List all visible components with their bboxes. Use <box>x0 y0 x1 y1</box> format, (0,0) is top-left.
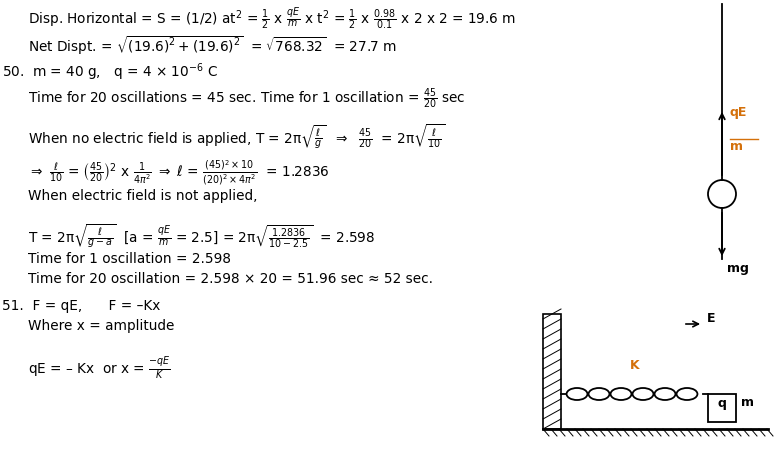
Text: qE = – Kx  or x = $\frac{-qE}{K}$: qE = – Kx or x = $\frac{-qE}{K}$ <box>28 356 170 383</box>
Bar <box>543 314 561 429</box>
Text: Time for 1 oscillation = 2.598: Time for 1 oscillation = 2.598 <box>28 252 231 266</box>
Text: Disp. Horizontal = S = (1/2) at$^2$ = $\frac{1}{2}$ x $\frac{qE}{m}$ x t$^2$ = $: Disp. Horizontal = S = (1/2) at$^2$ = $\… <box>28 6 516 32</box>
Text: Time for 20 oscillations = 45 sec. Time for 1 oscillation = $\frac{45}{20}$ sec: Time for 20 oscillations = 45 sec. Time … <box>28 87 465 111</box>
Bar <box>708 394 736 422</box>
Text: T = 2π$\sqrt{\frac{\ell}{g-a}}$  [a = $\frac{qE}{m}$ = 2.5] = 2π$\sqrt{\frac{1.2: T = 2π$\sqrt{\frac{\ell}{g-a}}$ [a = $\f… <box>28 222 375 249</box>
Text: 50.  m = 40 g,   q = 4 × 10$^{-6}$ C: 50. m = 40 g, q = 4 × 10$^{-6}$ C <box>2 61 218 82</box>
Text: When no electric field is applied, T = 2π$\sqrt{\frac{\ell}{g}}$  $\Rightarrow$ : When no electric field is applied, T = 2… <box>28 122 445 150</box>
Text: Time for 20 oscillation = 2.598 × 20 = 51.96 sec ≈ 52 sec.: Time for 20 oscillation = 2.598 × 20 = 5… <box>28 272 433 286</box>
Text: K: K <box>629 359 640 372</box>
Text: qE: qE <box>730 106 748 119</box>
Text: $\Rightarrow$ $\frac{\ell}{10}$ = $\left(\frac{45}{20}\right)^2$ x $\frac{1}{4\p: $\Rightarrow$ $\frac{\ell}{10}$ = $\left… <box>28 159 329 188</box>
Text: q: q <box>717 396 727 410</box>
Text: Net Dispt. = $\sqrt{(19.6)^2+(19.6)^2}$  = $\sqrt{768.32}$  = 27.7 m: Net Dispt. = $\sqrt{(19.6)^2+(19.6)^2}$ … <box>28 34 397 57</box>
Text: m: m <box>730 140 743 153</box>
Text: E: E <box>707 311 716 325</box>
Text: When electric field is not applied,: When electric field is not applied, <box>28 189 258 203</box>
Text: m: m <box>741 396 754 410</box>
Text: 51.  F = qE,      F = –Kx: 51. F = qE, F = –Kx <box>2 299 160 313</box>
Text: mg: mg <box>727 262 749 275</box>
Text: Where x = amplitude: Where x = amplitude <box>28 319 174 333</box>
